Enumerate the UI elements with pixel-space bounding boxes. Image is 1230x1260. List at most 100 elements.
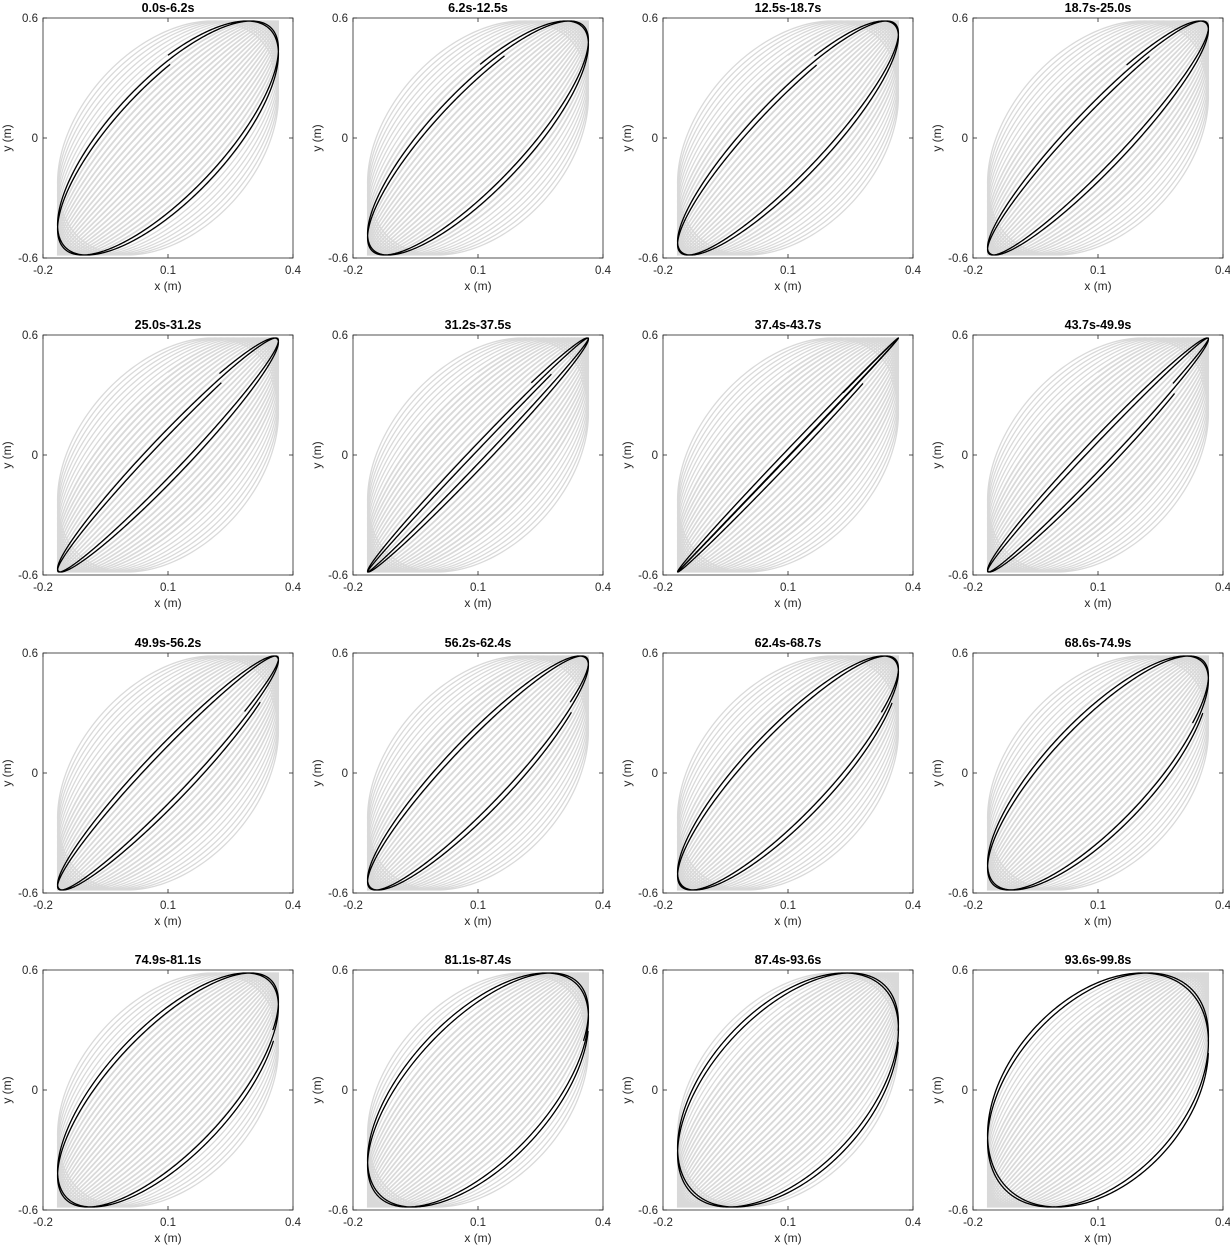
x-tick-label: -0.2	[33, 1217, 53, 1229]
y-tick-label: 0	[652, 450, 658, 462]
x-tick-label: 0.1	[780, 265, 796, 277]
y-tick-label: 0	[342, 450, 348, 462]
y-axis-label: y (m)	[620, 441, 634, 468]
panel-title: 6.2s-12.5s	[448, 1, 508, 15]
x-tick-label: -0.2	[343, 265, 363, 277]
full-trajectory-line	[56, 20, 280, 256]
panel-title: 18.7s-25.0s	[1065, 1, 1132, 15]
segment-trajectory-line	[366, 337, 590, 573]
y-axis-label: y (m)	[0, 441, 14, 468]
segment-trajectory-line	[366, 972, 590, 1208]
trajectory-panel-svg: -0.2 0.1 0.4 0.6 0 -0.6 x (m) y (m) 18.7s-25.0s	[930, 1, 1230, 293]
x-tick-label: 0.4	[905, 900, 922, 912]
x-tick-label: 0.4	[1215, 265, 1230, 277]
x-tick-label: 0.4	[595, 582, 612, 594]
y-tick-label: -0.6	[638, 1205, 658, 1217]
y-axis-label: y (m)	[310, 1076, 324, 1103]
x-tick-label: 0.1	[160, 900, 176, 912]
panel-title: 12.5s-18.7s	[755, 1, 822, 15]
trajectory-panel-svg: -0.2 0.1 0.4 0.6 0 -0.6 x (m) y (m) 87.4s-93.6s	[620, 953, 922, 1245]
x-axis-label: x (m)	[1084, 1231, 1111, 1245]
trajectory-panel-2: -0.2 0.1 0.4 0.6 0 -0.6 x (m) y (m) 6.2s-12.5s	[308, 0, 612, 308]
x-tick-label: 0.4	[905, 582, 922, 594]
full-trajectory-line	[366, 655, 590, 891]
x-tick-label: -0.2	[963, 900, 983, 912]
x-tick-label: -0.2	[963, 265, 983, 277]
x-tick-label: -0.2	[33, 265, 53, 277]
full-trajectory-line	[366, 20, 590, 256]
y-tick-label: 0	[652, 1085, 658, 1097]
panel-title: 25.0s-31.2s	[135, 318, 202, 332]
x-tick-label: 0.4	[1215, 1217, 1230, 1229]
x-tick-label: 0.1	[160, 265, 176, 277]
x-tick-label: 0.4	[1215, 900, 1230, 912]
full-trajectory-line	[986, 655, 1210, 891]
x-axis-label: x (m)	[464, 596, 491, 610]
x-tick-label: -0.2	[653, 265, 673, 277]
x-tick-label: -0.2	[343, 1217, 363, 1229]
y-axis-label: y (m)	[310, 124, 324, 151]
segment-trajectory-line	[676, 972, 900, 1208]
trajectory-panel-5: -0.2 0.1 0.4 0.6 0 -0.6 x (m) y (m) 25.0s-31.2s	[0, 317, 302, 625]
y-tick-label: 0.6	[22, 13, 38, 25]
segment-trajectory-line	[676, 655, 900, 891]
trajectory-panel-svg: -0.2 0.1 0.4 0.6 0 -0.6 x (m) y (m) 25.0s-31.2s	[0, 318, 302, 610]
x-tick-label: 0.1	[780, 900, 796, 912]
trajectory-panel-svg: -0.2 0.1 0.4 0.6 0 -0.6 x (m) y (m) 0.0s-6.2s	[0, 1, 302, 293]
y-tick-label: 0.6	[952, 648, 968, 660]
full-trajectory-line	[676, 20, 900, 256]
x-axis-label: x (m)	[774, 596, 801, 610]
y-tick-label: 0	[962, 768, 968, 780]
y-tick-label: 0.6	[642, 648, 658, 660]
segment-trajectory-line	[56, 655, 280, 891]
x-axis-label: x (m)	[154, 914, 181, 928]
x-axis-label: x (m)	[1084, 914, 1111, 928]
x-axis-label: x (m)	[774, 279, 801, 293]
y-axis-label: y (m)	[310, 441, 324, 468]
y-axis-label: y (m)	[930, 124, 944, 151]
y-tick-label: 0	[962, 1085, 968, 1097]
full-trajectory-line	[56, 337, 280, 573]
x-tick-label: 0.1	[160, 1217, 176, 1229]
segment-trajectory-line	[986, 655, 1210, 891]
trajectory-panel-svg: -0.2 0.1 0.4 0.6 0 -0.6 x (m) y (m) 93.6s-99.8s	[930, 953, 1230, 1245]
x-tick-label: 0.4	[595, 900, 612, 912]
panel-title: 56.2s-62.4s	[445, 636, 512, 650]
segment-trajectory-line	[366, 20, 590, 256]
full-trajectory-line	[986, 20, 1210, 256]
y-tick-label: 0.6	[642, 965, 658, 977]
full-trajectory-line	[676, 972, 900, 1208]
x-tick-label: -0.2	[343, 582, 363, 594]
trajectory-panel-14: -0.2 0.1 0.4 0.6 0 -0.6 x (m) y (m) 81.1s-87.4s	[308, 952, 612, 1260]
y-tick-label: 0	[342, 133, 348, 145]
trajectory-panel-13: -0.2 0.1 0.4 0.6 0 -0.6 x (m) y (m) 74.9s-81.1s	[0, 952, 302, 1260]
x-tick-label: 0.4	[1215, 582, 1230, 594]
y-tick-label: 0.6	[332, 13, 348, 25]
trajectory-panel-11: -0.2 0.1 0.4 0.6 0 -0.6 x (m) y (m) 62.4s-68.7s	[618, 635, 922, 943]
trajectory-panel-svg: -0.2 0.1 0.4 0.6 0 -0.6 x (m) y (m) 6.2s-12.5s	[310, 1, 612, 293]
full-trajectory-line	[676, 655, 900, 891]
x-axis-label: x (m)	[154, 596, 181, 610]
y-tick-label: -0.6	[328, 253, 348, 265]
y-tick-label: -0.6	[18, 888, 38, 900]
y-tick-label: 0.6	[642, 330, 658, 342]
trajectory-panel-3: -0.2 0.1 0.4 0.6 0 -0.6 x (m) y (m) 12.5s-18.7s	[618, 0, 922, 308]
x-tick-label: 0.1	[470, 265, 486, 277]
y-axis-label: y (m)	[930, 759, 944, 786]
y-tick-label: 0	[652, 133, 658, 145]
trajectory-panel-svg: -0.2 0.1 0.4 0.6 0 -0.6 x (m) y (m) 81.1s-87.4s	[310, 953, 612, 1245]
x-tick-label: -0.2	[653, 582, 673, 594]
panel-title: 31.2s-37.5s	[445, 318, 512, 332]
trajectory-panel-svg: -0.2 0.1 0.4 0.6 0 -0.6 x (m) y (m) 49.9s-56.2s	[0, 636, 302, 928]
y-tick-label: 0	[32, 450, 38, 462]
y-axis-label: y (m)	[0, 759, 14, 786]
y-tick-label: 0	[962, 133, 968, 145]
y-tick-label: 0.6	[952, 330, 968, 342]
segment-trajectory-line	[986, 972, 1210, 1208]
trajectory-panel-8: -0.2 0.1 0.4 0.6 0 -0.6 x (m) y (m) 43.7s-49.9s	[928, 317, 1230, 625]
panel-title: 68.6s-74.9s	[1065, 636, 1132, 650]
y-tick-label: -0.6	[18, 253, 38, 265]
trajectory-panel-svg: -0.2 0.1 0.4 0.6 0 -0.6 x (m) y (m) 56.2s-62.4s	[310, 636, 612, 928]
trajectory-panel-7: -0.2 0.1 0.4 0.6 0 -0.6 x (m) y (m) 37.4s-43.7s	[618, 317, 922, 625]
y-tick-label: 0	[32, 1085, 38, 1097]
